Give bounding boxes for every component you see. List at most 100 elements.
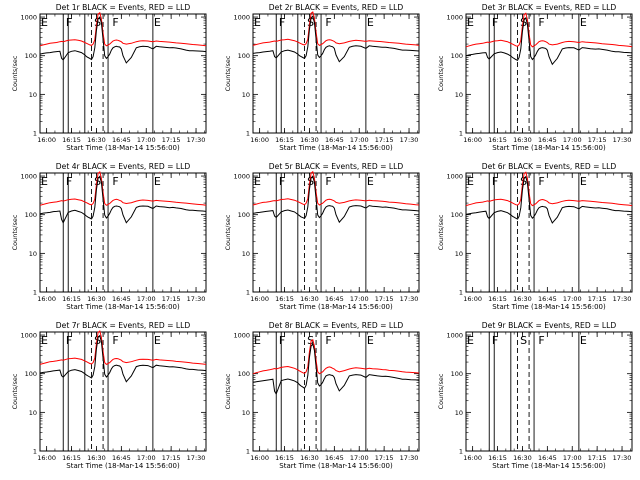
x-tick-label: 16:15 [62,136,81,144]
plot-frame [465,13,633,134]
y-axis-label: Counts/sec [224,55,232,91]
panel-det-6: Det 6r BLACK = Events, RED = LLD 1 10 100 10… [437,162,633,311]
y-tick-label: 1000 [20,173,37,181]
x-tick-label: 16:45 [325,295,344,303]
lld-series-line [39,11,207,47]
x-tick-label: 16:45 [538,295,557,303]
region-marker: E [254,175,261,188]
region-marker: F [492,334,498,347]
panel-title: Det 7r BLACK = Events, RED = LLD [56,321,191,330]
region-marker: E [367,175,374,188]
x-tick-label: 16:30 [513,136,532,144]
region-marker: E [254,334,261,347]
panel-title: Det 1r BLACK = Events, RED = LLD [56,3,191,12]
y-axis-label: Counts/sec [437,55,445,91]
y-tick-label: 10 [455,409,463,417]
y-tick-label: 1 [33,130,37,138]
plot-frame [39,13,207,134]
x-tick-label: 16:30 [513,454,532,462]
x-tick-label: 17:30 [400,136,419,144]
region-marker: F [66,334,72,347]
region-marker: E [467,334,474,347]
panel-det-2: Det 2r BLACK = Events, RED = LLD 1 10 100 10… [224,3,420,152]
panel-title: Det 5r BLACK = Events, RED = LLD [269,162,404,171]
plot-frame [465,172,633,293]
y-tick-label: 1000 [446,173,463,181]
y-tick-label: 1 [459,448,463,456]
x-tick-label: 16:00 [37,295,56,303]
x-tick-label: 17:30 [400,295,419,303]
region-marker: F [112,16,118,29]
y-axis-label: Counts/sec [11,55,19,91]
y-tick-label: 1000 [446,14,463,22]
y-tick-label: 100 [451,52,463,60]
x-tick-label: 17:15 [375,136,394,144]
x-tick-label: 17:15 [162,295,181,303]
x-tick-label: 16:45 [538,136,557,144]
region-marker: F [66,175,72,188]
plot-frame [252,172,420,293]
region-marker: F [325,334,331,347]
y-axis-label: Counts/sec [224,373,232,409]
x-axis-label: Start Time (18-Mar-14 15:56:00) [66,303,180,311]
lld-series-line [252,11,420,47]
region-marker: F [66,16,72,29]
x-tick-label: 16:30 [300,454,319,462]
y-axis-label: Counts/sec [437,214,445,250]
events-series-line [465,175,633,224]
region-marker: F [279,175,285,188]
x-tick-label: 16:45 [112,295,131,303]
region-marker: E [580,175,587,188]
y-tick-label: 1 [246,130,250,138]
x-tick-label: 16:30 [87,454,106,462]
lld-series-line [39,171,207,206]
lld-series-line [252,170,420,206]
region-marker: E [367,16,374,29]
x-tick-label: 17:00 [350,136,369,144]
y-tick-label: 100 [238,211,250,219]
region-marker: E [467,16,474,29]
events-series-line [39,334,207,383]
y-tick-label: 10 [29,91,37,99]
region-marker: E [41,334,48,347]
region-marker: E [41,175,48,188]
region-marker: E [580,16,587,29]
region-marker: F [112,334,118,347]
y-tick-label: 100 [238,370,250,378]
y-tick-label: 1 [246,289,250,297]
x-tick-label: 17:00 [350,295,369,303]
x-tick-label: 16:15 [488,295,507,303]
panel-det-1: Det 1r BLACK = Events, RED = LLD 1 10 100 10… [11,3,207,152]
panel-title: Det 4r BLACK = Events, RED = LLD [56,162,191,171]
region-marker: E [41,16,48,29]
x-tick-label: 17:15 [588,136,607,144]
y-tick-label: 10 [242,250,250,258]
region-marker: F [538,175,544,188]
region-marker: F [279,334,285,347]
x-tick-label: 16:45 [325,454,344,462]
x-tick-label: 17:30 [613,136,632,144]
x-axis-label: Start Time (18-Mar-14 15:56:00) [492,303,606,311]
region-marker: F [538,16,544,29]
x-tick-label: 16:00 [37,454,56,462]
y-tick-label: 10 [242,91,250,99]
x-tick-label: 16:00 [250,454,269,462]
y-tick-label: 100 [451,211,463,219]
x-tick-label: 16:15 [488,136,507,144]
panel-title: Det 6r BLACK = Events, RED = LLD [482,162,617,171]
x-tick-label: 16:30 [87,295,106,303]
y-tick-label: 1000 [20,332,37,340]
region-marker: E [580,334,587,347]
y-tick-label: 1 [33,448,37,456]
y-tick-label: 1 [459,289,463,297]
x-tick-label: 17:15 [588,295,607,303]
x-tick-label: 16:00 [463,136,482,144]
panel-det-8: Det 8r BLACK = Events, RED = LLD 1 10 100 10… [224,321,420,470]
y-tick-label: 10 [455,250,463,258]
x-tick-label: 17:00 [137,295,156,303]
x-tick-label: 16:00 [463,454,482,462]
y-tick-label: 100 [25,370,37,378]
y-tick-label: 1000 [233,173,250,181]
plot-frame [39,331,207,452]
y-tick-label: 1 [459,130,463,138]
